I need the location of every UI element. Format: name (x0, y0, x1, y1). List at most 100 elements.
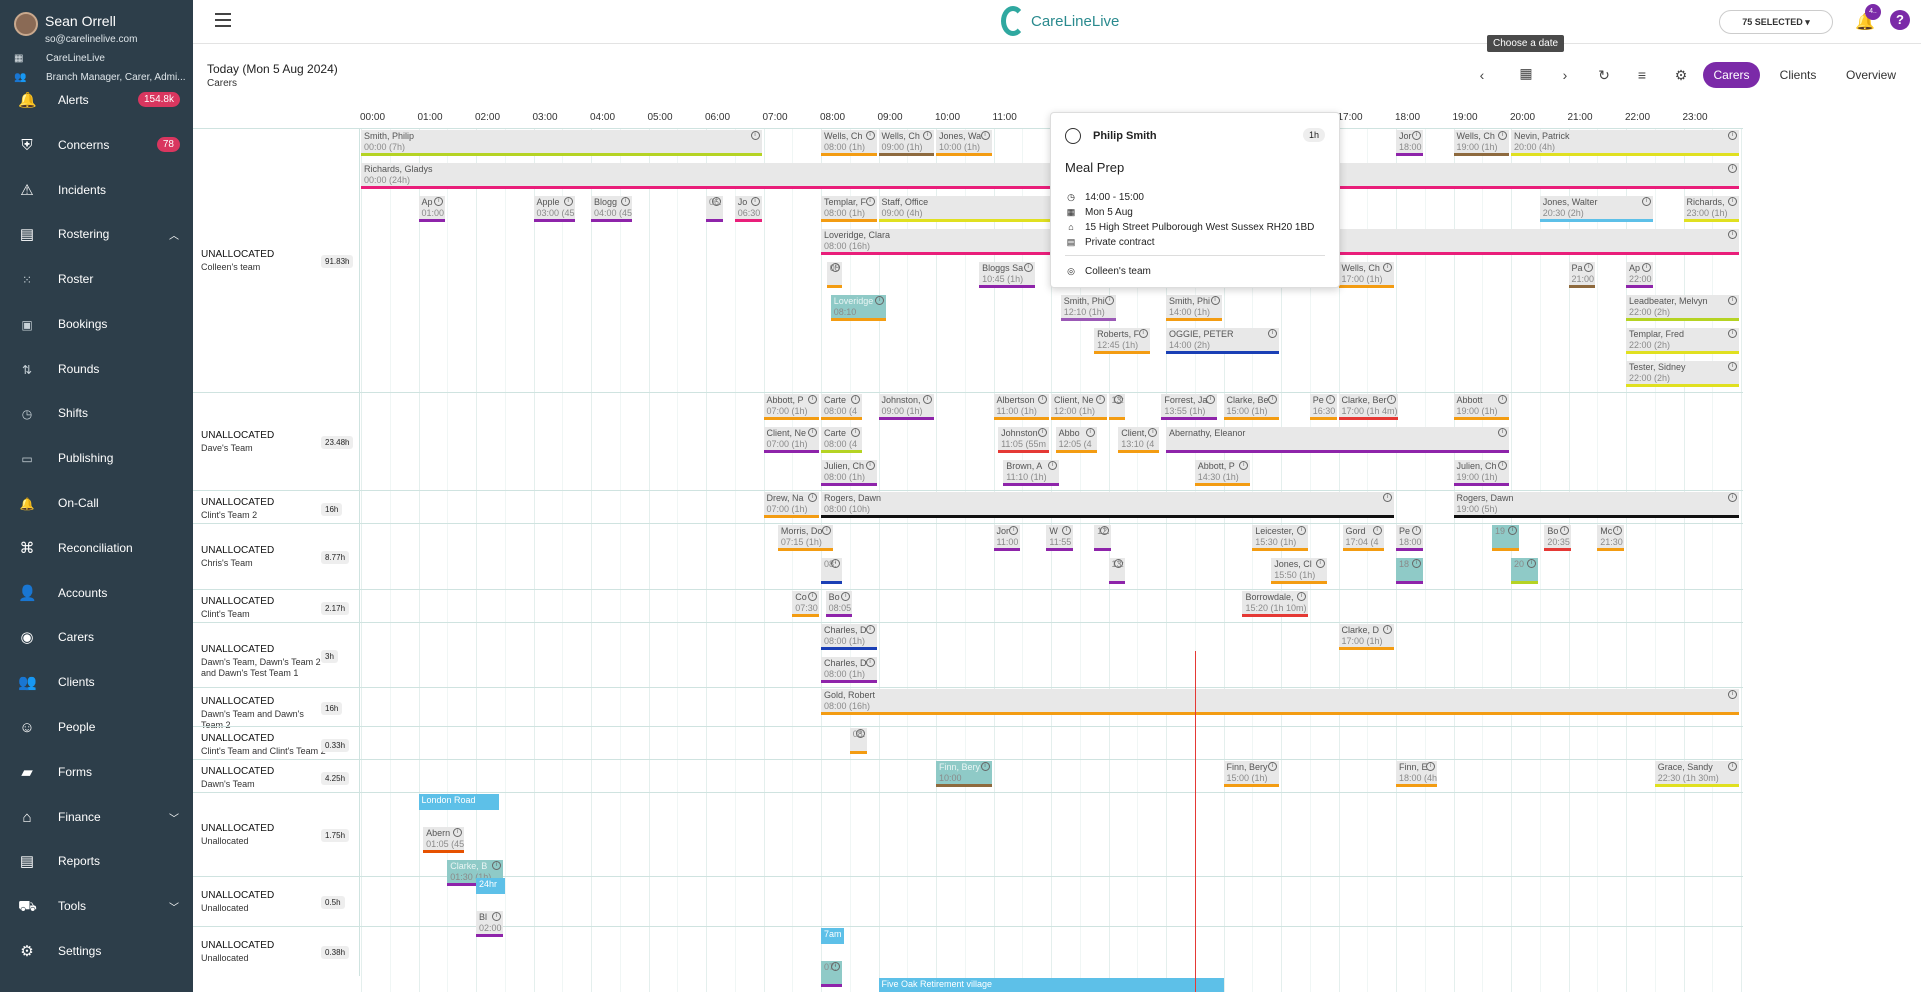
tab-carers[interactable]: Carers (1703, 62, 1760, 88)
info-icon[interactable]: i (851, 395, 861, 404)
next-day-icon[interactable]: › (1562, 67, 1568, 83)
visit-card[interactable]: Abbott, P 14:30 (1h) i (1194, 460, 1251, 486)
visit-card[interactable]: Wells, Ch 19:00 (1h) i (1453, 130, 1509, 156)
visit-card[interactable]: Bloggs Sa 10:45 (1h) i (979, 262, 1035, 288)
info-icon[interactable]: i (491, 861, 501, 870)
visit-card[interactable]: Jo 06:30 i (734, 196, 762, 222)
info-icon[interactable]: i (980, 131, 990, 140)
visit-card[interactable]: Smith, Phi 12:10 (1h) i (1060, 295, 1117, 321)
info-icon[interactable]: i (491, 912, 501, 921)
info-icon[interactable]: i (1498, 131, 1507, 140)
info-icon[interactable]: i (1411, 559, 1421, 568)
info-icon[interactable]: i (865, 197, 875, 206)
user-card[interactable]: Sean Orrell so@carelinelive.com ▦ CareLin… (0, 0, 193, 88)
visit-card[interactable]: Leadbeater, Melvyn 22:00 (2h) i (1626, 295, 1739, 321)
info-icon[interactable]: i (1728, 131, 1737, 140)
info-icon[interactable]: i (1728, 493, 1737, 502)
info-icon[interactable]: i (1507, 526, 1517, 535)
info-icon[interactable]: i (865, 131, 875, 140)
filter-icon[interactable]: ≡ (1637, 67, 1647, 83)
visit-card[interactable]: Carte 08:00 (4 i (821, 427, 863, 453)
sidebar-item-forms[interactable]: ▰ Forms (0, 753, 193, 793)
visit-card[interactable]: Smith, Philip 00:00 (7h) i (361, 130, 762, 156)
info-icon[interactable]: i (1210, 296, 1220, 305)
info-icon[interactable]: i (865, 461, 875, 470)
visit-card[interactable]: Charles, D 08:00 (1h) i (821, 657, 877, 683)
visit-card[interactable]: Abbo 12:05 (4 i (1055, 427, 1097, 453)
info-icon[interactable]: i (1038, 395, 1047, 404)
info-icon[interactable]: i (923, 395, 932, 404)
info-icon[interactable]: i (1114, 559, 1124, 568)
info-icon[interactable]: i (1372, 526, 1382, 535)
info-icon[interactable]: i (1498, 428, 1507, 437)
sidebar-item-reconciliation[interactable]: ⌘ Reconciliation (19, 540, 133, 557)
visit-card[interactable]: Loveridge 08:10 i (830, 295, 887, 321)
sidebar-item-accounts[interactable]: 👤 Accounts (18, 585, 108, 602)
visit-card[interactable]: Borrowdale, 15:20 (1h 10m) i (1242, 591, 1308, 617)
info-icon[interactable]: i (1062, 526, 1072, 535)
sidebar-item-people[interactable]: ☺ People (19, 719, 96, 736)
round-bar[interactable]: 7am (821, 928, 844, 944)
sidebar-item-shifts[interactable]: ◷ Shifts (0, 394, 193, 434)
info-icon[interactable]: i (711, 197, 721, 206)
info-icon[interactable]: i (923, 131, 932, 140)
visit-card[interactable]: W 11:55 i (1046, 525, 1074, 551)
sidebar-item-carers[interactable]: ◉ Carers (0, 618, 193, 658)
info-icon[interactable]: i (1114, 395, 1124, 404)
info-icon[interactable]: i (1296, 592, 1306, 601)
help-icon[interactable]: ? (1890, 10, 1910, 30)
visit-card[interactable]: Apple 03:00 (45 i (533, 196, 575, 222)
visit-card[interactable]: 08: i (849, 728, 867, 754)
info-icon[interactable]: i (1728, 164, 1737, 173)
info-icon[interactable]: i (1498, 395, 1507, 404)
info-icon[interactable]: i (1296, 526, 1306, 535)
visit-card[interactable]: Wells, Ch 08:00 (1h) i (821, 130, 877, 156)
branch-selector[interactable]: 75 SELECTED ▾ (1719, 10, 1833, 34)
visit-card[interactable]: Grace, Sandy 22:30 (1h 30m) i (1654, 761, 1739, 787)
tab-overview[interactable]: Overview (1845, 68, 1896, 82)
info-icon[interactable]: i (808, 592, 817, 601)
visit-card[interactable]: OGGIE, PETER 14:00 (2h) i (1166, 328, 1279, 354)
visit-card[interactable]: Johnston, 09:00 (1h) i (878, 394, 934, 420)
info-icon[interactable]: i (1411, 526, 1421, 535)
info-icon[interactable]: i (808, 428, 817, 437)
visit-card[interactable]: Jor 18:00 i (1396, 130, 1423, 156)
sidebar-item-roster[interactable]: ⁙ Roster (0, 260, 193, 300)
info-icon[interactable]: i (1268, 762, 1277, 771)
visit-card[interactable]: Wells, Ch 17:00 (1h) i (1338, 262, 1394, 288)
info-icon[interactable]: i (822, 526, 832, 535)
info-icon[interactable]: i (851, 428, 861, 437)
visit-card[interactable]: Finn, E 18:00 (4h) i (1396, 761, 1438, 787)
visit-card[interactable]: 07: i (821, 961, 842, 987)
info-icon[interactable]: i (831, 263, 840, 272)
visit-card[interactable]: Gord 17:04 (4 i (1342, 525, 1384, 551)
visit-card[interactable]: Leicester, 15:30 (1h) i (1252, 525, 1308, 551)
round-bar[interactable]: London Road (418, 794, 499, 810)
info-icon[interactable]: i (841, 592, 851, 601)
visit-card[interactable]: Roberts, F 12:45 (1h) i (1094, 328, 1150, 354)
info-icon[interactable]: i (1105, 296, 1115, 305)
info-icon[interactable]: i (865, 658, 875, 667)
visit-card[interactable]: Smith, Phi 14:00 (1h) i (1166, 295, 1222, 321)
visit-card[interactable]: Forrest, Ja 13:55 (1h) i (1161, 394, 1217, 420)
sidebar-item-tools[interactable]: ⛟ Tools ﹀ (18, 898, 179, 915)
info-icon[interactable]: i (808, 395, 817, 404)
visit-card[interactable]: 13: i (1108, 394, 1126, 420)
visit-card[interactable]: Abern 01:05 (45 i (423, 827, 465, 853)
info-icon[interactable]: i (1085, 428, 1095, 437)
info-icon[interactable]: i (1383, 263, 1392, 272)
visit-card[interactable]: Pe 16:30 i (1309, 394, 1337, 420)
info-icon[interactable]: i (1268, 395, 1277, 404)
visit-card[interactable]: 12: i (1094, 525, 1112, 551)
info-icon[interactable]: i (1387, 395, 1397, 404)
visit-card[interactable]: Gold, Robert 08:00 (16h) i (821, 689, 1739, 715)
info-icon[interactable]: i (1383, 625, 1392, 634)
info-icon[interactable]: i (1268, 329, 1277, 338)
info-icon[interactable]: i (1560, 526, 1570, 535)
visit-card[interactable]: Bo 20:35 i (1544, 525, 1572, 551)
visit-card[interactable]: Morris, Do 07:15 (1h) i (777, 525, 834, 551)
visit-card[interactable]: Clarke, Ber 17:00 (1h 4m) i (1338, 394, 1399, 420)
visit-card[interactable]: Tester, Sidney 22:00 (2h) i (1626, 361, 1739, 387)
info-icon[interactable]: i (1728, 329, 1737, 338)
info-icon[interactable]: i (1728, 690, 1737, 699)
